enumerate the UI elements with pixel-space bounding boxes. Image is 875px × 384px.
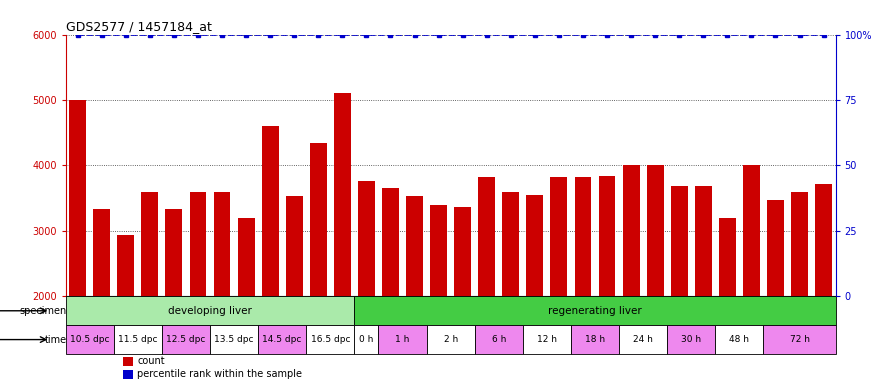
Bar <box>716 325 763 354</box>
Bar <box>123 357 133 366</box>
Text: GDS2577 / 1457184_at: GDS2577 / 1457184_at <box>66 20 212 33</box>
Bar <box>454 207 471 296</box>
Text: 12 h: 12 h <box>537 335 556 344</box>
Bar <box>214 192 230 296</box>
Bar <box>671 186 688 296</box>
Bar <box>114 325 162 354</box>
Bar <box>695 186 711 296</box>
Bar <box>575 177 592 296</box>
Bar <box>117 235 134 296</box>
Bar <box>306 325 354 354</box>
Text: 11.5 dpc: 11.5 dpc <box>118 335 158 344</box>
Bar <box>791 192 808 296</box>
Bar <box>69 100 86 296</box>
Text: percentile rank within the sample: percentile rank within the sample <box>137 369 302 379</box>
Text: count: count <box>137 356 164 366</box>
Text: 72 h: 72 h <box>789 335 809 344</box>
Bar <box>763 325 836 354</box>
Bar <box>66 296 354 325</box>
Bar <box>767 200 784 296</box>
Text: developing liver: developing liver <box>168 306 252 316</box>
Bar <box>354 325 379 354</box>
Text: 24 h: 24 h <box>634 335 653 344</box>
Bar <box>354 296 836 325</box>
Bar <box>598 176 615 296</box>
Bar <box>427 325 475 354</box>
Text: 0 h: 0 h <box>360 335 374 344</box>
Bar <box>571 325 620 354</box>
Bar <box>382 189 399 296</box>
Bar <box>379 325 427 354</box>
Text: 2 h: 2 h <box>444 335 458 344</box>
Text: 10.5 dpc: 10.5 dpc <box>70 335 109 344</box>
Bar <box>210 325 258 354</box>
Bar <box>258 325 306 354</box>
Text: 13.5 dpc: 13.5 dpc <box>214 335 254 344</box>
Bar <box>358 181 374 296</box>
Text: 1 h: 1 h <box>396 335 410 344</box>
Bar <box>165 209 182 296</box>
Bar <box>623 166 640 296</box>
Text: 14.5 dpc: 14.5 dpc <box>262 335 302 344</box>
Bar <box>527 195 543 296</box>
Bar <box>620 325 668 354</box>
Bar <box>286 195 303 296</box>
Bar <box>66 325 114 354</box>
Text: regenerating liver: regenerating liver <box>548 306 642 316</box>
Bar <box>475 325 523 354</box>
Bar <box>406 195 423 296</box>
Bar <box>668 325 716 354</box>
Bar <box>816 184 832 296</box>
Bar <box>162 325 210 354</box>
Bar <box>743 166 760 296</box>
Bar <box>334 93 351 296</box>
Text: 48 h: 48 h <box>730 335 749 344</box>
Bar <box>502 192 519 296</box>
Bar <box>142 192 158 296</box>
Text: 30 h: 30 h <box>682 335 702 344</box>
Bar <box>719 218 736 296</box>
Bar <box>310 142 326 296</box>
Bar <box>94 209 110 296</box>
Bar <box>123 370 133 379</box>
Bar <box>550 177 567 296</box>
Text: 18 h: 18 h <box>585 335 605 344</box>
Bar <box>430 205 447 296</box>
Bar <box>190 192 206 296</box>
Bar <box>647 166 663 296</box>
Text: specimen: specimen <box>19 306 66 316</box>
Bar <box>238 218 255 296</box>
Bar <box>523 325 571 354</box>
Text: 6 h: 6 h <box>492 335 506 344</box>
Text: time: time <box>45 334 66 344</box>
Text: 16.5 dpc: 16.5 dpc <box>311 335 350 344</box>
Bar <box>262 126 278 296</box>
Bar <box>479 177 495 296</box>
Text: 12.5 dpc: 12.5 dpc <box>166 335 206 344</box>
